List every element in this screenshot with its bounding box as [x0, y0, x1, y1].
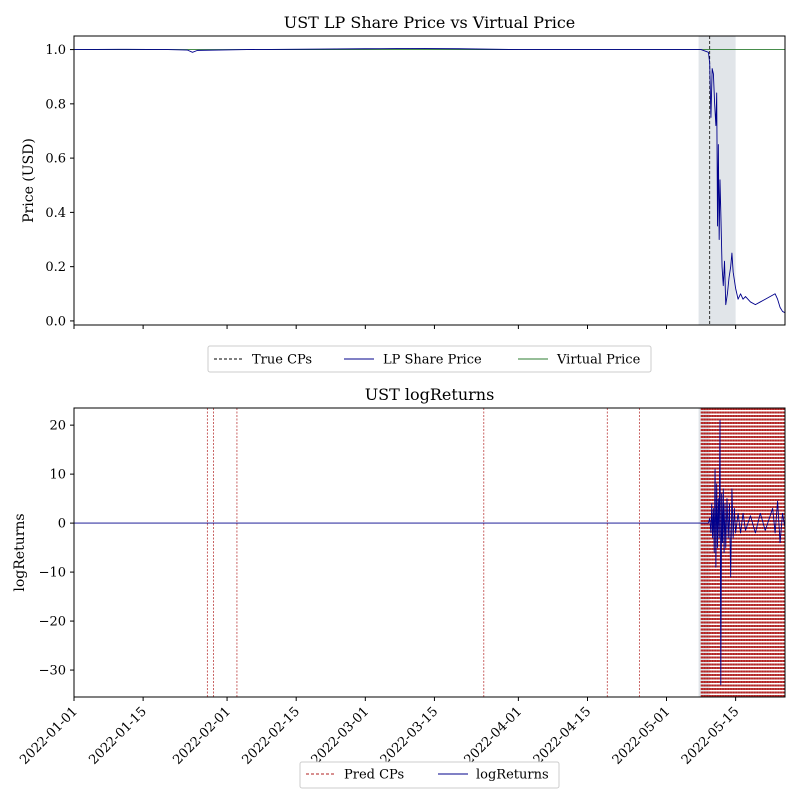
bottom-chart: UST logReturns logReturns −30 −20 −10 0 10 20…: [12, 385, 786, 768]
y-tick-label: 20: [49, 419, 66, 434]
y-tick-label: 0.0: [45, 314, 66, 329]
x-tick-label: 2022-04-01: [462, 704, 526, 768]
x-tick-label: 2022-01-01: [17, 704, 81, 768]
top-legend: True CPs LP Share Price Virtual Price: [207, 345, 652, 373]
y-tick-label: −20: [39, 615, 66, 630]
y-tick-label: 0: [58, 517, 66, 532]
bottom-axes-frame: [73, 407, 786, 698]
top-axes-frame: [73, 35, 786, 326]
lp-share-price-line: [74, 48, 785, 314]
y-tick-label: 0.8: [45, 97, 66, 112]
x-tick-label: 2022-03-01: [309, 704, 373, 768]
y-tick-label: 0.2: [45, 260, 66, 275]
x-tick-label: 2022-04-15: [531, 704, 595, 768]
y-tick-label: 0.6: [45, 152, 66, 167]
bottom-legend: Pred CPs logReturns: [299, 761, 560, 789]
bottom-chart-ylabel: logReturns: [12, 513, 28, 591]
top-chart-ylabel: Price (USD): [21, 138, 37, 223]
legend-pred-cps-label: Pred CPs: [344, 768, 404, 783]
y-tick-label: −10: [39, 566, 66, 581]
top-chart: UST LP Share Price vs Virtual Price Pric…: [21, 13, 786, 329]
y-tick-label: 1.0: [45, 43, 66, 58]
logreturns-line: [74, 419, 785, 686]
legend-logreturns-label: logReturns: [476, 768, 549, 783]
legend-lp-share-price-label: LP Share Price: [383, 353, 482, 368]
x-tick-label: 2022-03-15: [378, 704, 442, 768]
x-tick-label: 2022-05-15: [679, 704, 743, 768]
top-axes: 0.0 0.2 0.4 0.6 0.8 1.0: [45, 43, 737, 329]
y-tick-label: −30: [39, 664, 66, 679]
bottom-plot-area: [74, 408, 785, 697]
bottom-axes: −30 −20 −10 0 10 20 2022-01-01 2022-01-15 2022-0…: [17, 419, 742, 768]
top-legend-frame: [207, 345, 652, 373]
legend-virtual-price-label: Virtual Price: [556, 353, 641, 368]
x-tick-label: 2022-01-15: [86, 704, 150, 768]
top-plot-area: [74, 36, 785, 325]
bottom-legend-frame: [299, 761, 560, 789]
top-chart-title: UST LP Share Price vs Virtual Price: [284, 13, 576, 32]
x-tick-label: 2022-02-01: [170, 704, 234, 768]
x-tick-label: 2022-02-15: [239, 704, 303, 768]
y-tick-label: 10: [49, 468, 66, 483]
bottom-chart-title: UST logReturns: [365, 385, 495, 404]
legend-true-cps-label: True CPs: [252, 353, 312, 368]
x-tick-label: 2022-05-01: [610, 704, 674, 768]
y-tick-label: 0.4: [45, 206, 66, 221]
